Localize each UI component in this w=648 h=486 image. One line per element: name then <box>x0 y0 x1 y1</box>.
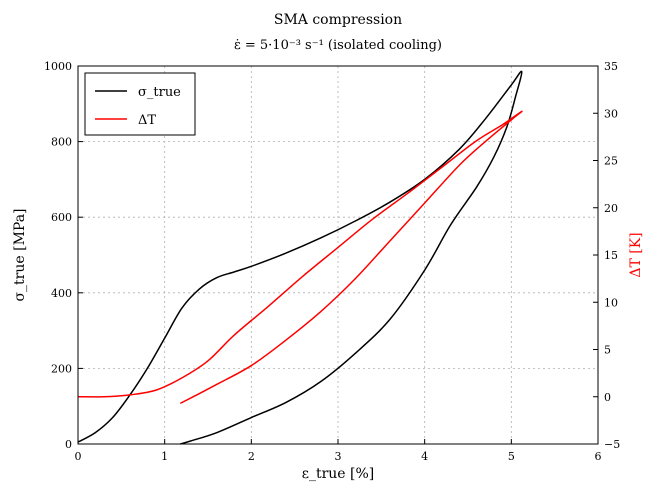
y-right-tick-label: 5 <box>604 344 611 357</box>
legend: σ_true ΔT <box>84 72 196 136</box>
series-layer <box>77 70 523 445</box>
series-line-deltaT <box>77 110 523 405</box>
x-tick-label: 1 <box>161 450 168 463</box>
y-right-tick-label: 35 <box>604 60 618 73</box>
y-left-tick-label: 1000 <box>44 60 72 73</box>
x-tick-label: 2 <box>248 450 255 463</box>
y-right-tick-label: 10 <box>604 296 618 309</box>
x-tick-label: 4 <box>421 450 428 463</box>
x-tick-label: 5 <box>508 450 515 463</box>
y-left-tick-label: 400 <box>51 287 72 300</box>
legend-label-deltaT: ΔT <box>138 113 156 128</box>
x-tick-label: 6 <box>595 450 602 463</box>
chart-subtitle: ε̇ = 5·10⁻³ s⁻¹ (isolated cooling) <box>234 38 442 53</box>
x-tick-label: 3 <box>335 450 342 463</box>
series-line-sigma <box>77 70 523 445</box>
legend-box <box>84 72 196 136</box>
y-right-tick-label: 25 <box>604 155 618 168</box>
chart-title: SMA compression <box>274 12 402 28</box>
ticks: 0 1 2 3 4 5 6 0 200 400 600 800 1000 −5 0 5 10 15 20 25 30 35 <box>44 60 620 463</box>
legend-label-sigma: σ_true <box>138 85 181 100</box>
y-right-tick-label: 30 <box>604 107 618 120</box>
y-right-tick-label: 0 <box>604 391 611 404</box>
x-tick-label: 0 <box>75 450 82 463</box>
y-left-tick-label: 800 <box>51 136 72 149</box>
y-axis-right-label: ΔT [K] <box>628 232 644 277</box>
y-left-tick-label: 600 <box>51 211 72 224</box>
y-right-tick-label: 20 <box>604 202 618 215</box>
y-right-tick-label: −5 <box>604 438 620 451</box>
y-axis-left-label: σ_true [MPa] <box>12 208 28 301</box>
y-left-tick-label: 0 <box>65 438 72 451</box>
y-right-tick-label: 15 <box>604 249 618 262</box>
y-left-tick-label: 200 <box>51 362 72 375</box>
x-axis-label: ε_true [%] <box>302 466 375 482</box>
